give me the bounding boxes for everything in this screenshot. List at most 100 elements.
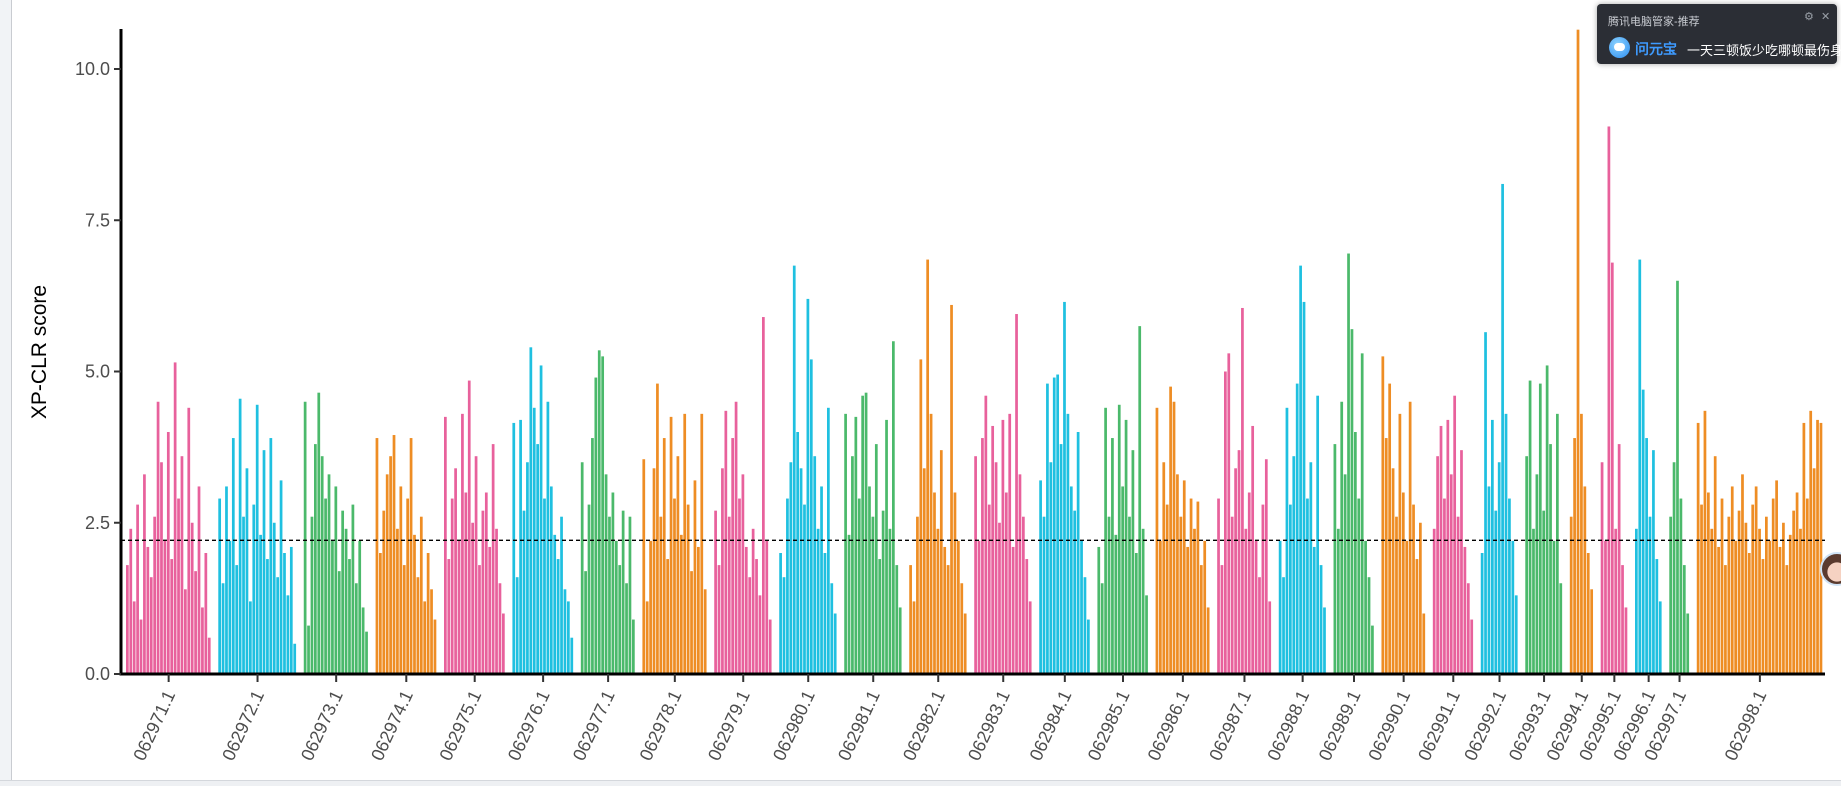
xpclr-bar: [601, 356, 605, 674]
y-tick-label: 7.5: [85, 210, 110, 230]
xpclr-bar: [1182, 480, 1186, 674]
y-ticks: 0.0 2.5 5.0 7.5 10.0: [75, 59, 121, 684]
xpclr-bar: [450, 498, 454, 674]
xpclr-bar: [139, 619, 143, 674]
xpclr-bar: [392, 435, 396, 674]
xpclr-bar: [1189, 498, 1193, 674]
xpclr-bar: [1278, 540, 1282, 674]
xpclr-bar: [1395, 516, 1398, 674]
x-tick-label: 062979.1: [704, 687, 754, 763]
xpclr-bar: [286, 595, 290, 674]
xpclr-bar: [786, 498, 789, 674]
xpclr-bar: [344, 528, 348, 674]
xpclr-bar: [348, 559, 351, 674]
xpclr-bar: [307, 625, 310, 674]
xpclr-bar: [782, 577, 786, 674]
xpclr-bar: [892, 341, 895, 674]
xpclr-bar: [796, 432, 800, 674]
xpclr-bar: [354, 583, 358, 674]
xpclr-bar: [1446, 419, 1450, 674]
xpclr-bar: [457, 540, 461, 674]
xpclr-bar: [190, 522, 194, 674]
xpclr-bar: [1001, 419, 1005, 674]
notification-popup[interactable]: 腾讯电脑管家-推荐 ⚙ ✕ 问元宝 一天三顿饭少吃哪顿最伤身: [1597, 4, 1841, 64]
xpclr-bar: [1545, 365, 1549, 674]
xpclr-bar: [1456, 516, 1460, 674]
xpclr-bar: [1069, 486, 1073, 674]
xpclr-bar: [522, 510, 526, 674]
xpclr-bar: [854, 416, 858, 674]
xpclr-bar: [1761, 559, 1765, 674]
xpclr-bar: [1343, 474, 1347, 674]
assistant-avatar[interactable]: [1820, 552, 1841, 586]
xpclr-bar: [714, 510, 717, 674]
xpclr-bar: [423, 601, 427, 674]
xpclr-bar: [621, 510, 625, 674]
xpclr-bar: [1083, 577, 1087, 674]
xpclr-bar: [991, 425, 995, 674]
xpclr-bar: [1700, 504, 1703, 674]
xpclr-bar: [1768, 540, 1772, 674]
close-icon[interactable]: ✕: [1821, 11, 1831, 23]
xpclr-bar: [1491, 419, 1494, 674]
xpclr-bar: [1350, 329, 1354, 674]
xpclr-bar: [594, 377, 598, 674]
notification-message[interactable]: 一天三顿饭少吃哪顿最伤身: [1687, 43, 1841, 58]
xpclr-bar: [758, 595, 762, 674]
xpclr-bar: [1696, 422, 1700, 674]
xpclr-bar: [1230, 516, 1234, 674]
xpclr-bar: [1511, 540, 1515, 674]
xpclr-bar: [898, 607, 902, 674]
xpclr-bar: [310, 516, 314, 674]
xpclr-bar: [221, 583, 225, 674]
xpclr-bar: [279, 480, 283, 674]
y-tick-label: 10.0: [75, 59, 110, 79]
xpclr-bar: [1022, 516, 1025, 674]
chromosome-062991.1: [1432, 395, 1474, 674]
xpclr-bar: [252, 504, 256, 674]
xpclr-bar: [289, 546, 293, 674]
xpclr-bar: [981, 438, 984, 674]
xpclr-bar: [1528, 380, 1532, 674]
xpclr-bar: [334, 486, 338, 674]
xpclr-bar: [495, 528, 498, 674]
xpclr-bar: [546, 401, 550, 674]
xpclr-bar: [132, 601, 136, 674]
chromosome-062992.1: [1480, 183, 1518, 674]
xpclr-bar: [1624, 607, 1628, 674]
x-tick-label: 062971.1: [129, 687, 179, 763]
xpclr-bar: [146, 546, 150, 674]
x-tick-label: 062978.1: [636, 687, 686, 763]
xpclr-bar: [1107, 516, 1111, 674]
xpclr-bar: [570, 637, 574, 674]
xpclr-bar: [1295, 383, 1299, 674]
x-tick-label: 062980.1: [769, 687, 819, 763]
xpclr-bar: [806, 298, 810, 674]
notification-brand[interactable]: 问元宝: [1635, 41, 1677, 57]
xpclr-bar: [1532, 528, 1535, 674]
xpclr-bar: [187, 407, 191, 674]
x-tick-label: 062989.1: [1315, 687, 1365, 763]
x-tick-label: 062976.1: [504, 687, 554, 763]
xpclr-bar: [587, 504, 591, 674]
xpclr-bar: [177, 498, 180, 674]
xpclr-bar: [888, 528, 892, 674]
xpclr-bar: [939, 450, 943, 674]
xpclr-bar: [813, 456, 817, 674]
xpclr-bar: [238, 398, 242, 674]
xpclr-bar: [1268, 601, 1272, 674]
xpclr-bar: [1809, 410, 1813, 674]
gear-icon[interactable]: ⚙: [1804, 11, 1814, 23]
xpclr-bar: [1066, 413, 1070, 674]
xpclr-bar: [1319, 565, 1323, 674]
chromosome-062993.1: [1525, 365, 1563, 674]
xpclr-bar: [628, 516, 632, 674]
xpclr-bar: [1104, 407, 1107, 674]
chromosome-062977.1: [580, 350, 635, 674]
xpclr-bar: [584, 571, 587, 674]
bars-layer: [126, 29, 1823, 675]
xpclr-bar: [868, 486, 871, 674]
xpclr-bar: [478, 565, 481, 674]
xpclr-bar: [1124, 419, 1128, 674]
xpclr-bar: [1080, 540, 1083, 674]
